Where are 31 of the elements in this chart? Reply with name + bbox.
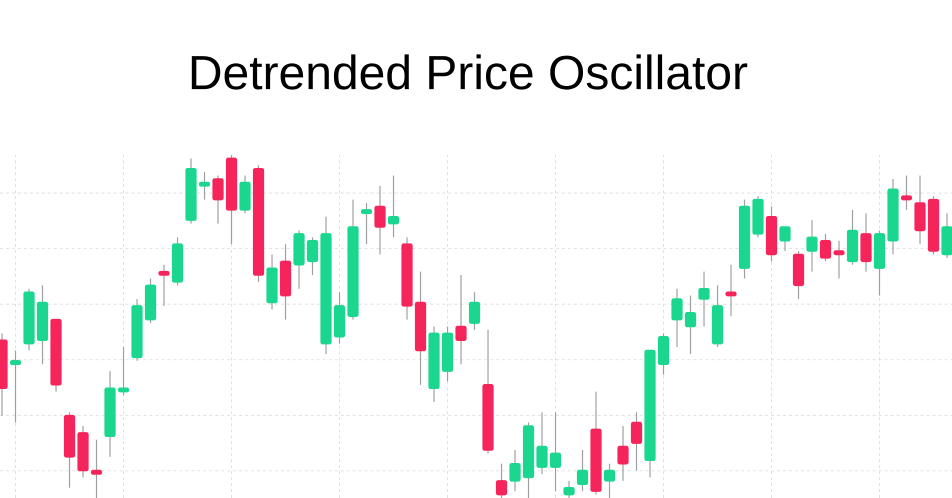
candlestick bbox=[671, 288, 683, 348]
candlestick bbox=[468, 292, 480, 331]
candlestick bbox=[725, 264, 737, 317]
candlestick bbox=[536, 412, 548, 475]
candlestick bbox=[563, 480, 575, 498]
candlestick bbox=[10, 350, 22, 424]
candlestick bbox=[630, 412, 642, 472]
candlestick bbox=[820, 233, 832, 262]
candlestick bbox=[576, 449, 588, 492]
candlestick bbox=[118, 346, 130, 396]
candlestick bbox=[496, 463, 508, 498]
candlestick bbox=[833, 240, 845, 280]
candlestick bbox=[306, 236, 318, 276]
candlestick bbox=[198, 172, 210, 200]
candlestick bbox=[360, 202, 372, 245]
candlestick bbox=[158, 264, 170, 307]
candlestick bbox=[617, 425, 629, 482]
candlestick bbox=[900, 174, 912, 210]
candlestick bbox=[388, 174, 400, 238]
candlestick bbox=[509, 449, 521, 492]
candlestick bbox=[550, 412, 562, 492]
candlestick bbox=[212, 174, 224, 224]
candlestick bbox=[684, 295, 696, 355]
chart-title: Detrended Price Oscillator bbox=[192, 54, 748, 90]
candlestick bbox=[779, 226, 791, 252]
candlestick bbox=[698, 271, 710, 328]
candlestick bbox=[455, 274, 467, 365]
candlestick bbox=[90, 439, 102, 498]
candlestick bbox=[374, 185, 386, 256]
candlestick bbox=[806, 220, 818, 272]
candlestick bbox=[604, 463, 616, 498]
